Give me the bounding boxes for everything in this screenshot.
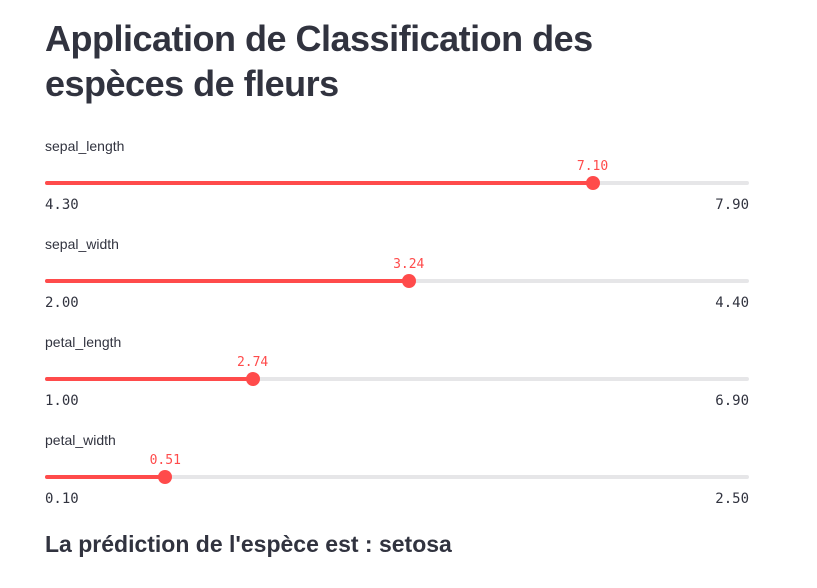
slider-max-label: 7.90 xyxy=(715,197,749,213)
slider-widget: 3.24 2.00 4.40 xyxy=(45,256,749,312)
slider-thumb[interactable] xyxy=(401,274,416,288)
slider-current-value: 2.74 xyxy=(236,355,269,370)
slider-label: petal_width xyxy=(45,432,116,448)
slider-widget: 0.51 0.10 2.50 xyxy=(45,452,749,508)
slider-petal-length: petal_length 2.74 1.00 6.90 xyxy=(45,334,749,410)
slider-track[interactable] xyxy=(45,274,749,288)
slider-max-label: 2.50 xyxy=(715,491,749,507)
slider-track[interactable] xyxy=(45,470,749,484)
slider-track[interactable] xyxy=(45,372,749,386)
slider-thumb[interactable] xyxy=(585,176,600,190)
slider-widget: 2.74 1.00 6.90 xyxy=(45,354,749,410)
slider-sepal-width: sepal_width 3.24 2.00 4.40 xyxy=(45,236,749,312)
slider-fill xyxy=(45,279,409,283)
slider-widget: 7.10 4.30 7.90 xyxy=(45,158,749,214)
slider-label: sepal_width xyxy=(45,236,119,252)
slider-label: petal_length xyxy=(45,334,122,350)
slider-max-label: 4.40 xyxy=(715,295,749,311)
slider-minmax-row: 0.10 2.50 xyxy=(45,490,749,508)
slider-label: sepal_length xyxy=(45,138,125,154)
slider-max-label: 6.90 xyxy=(715,393,749,409)
slider-minmax-row: 4.30 7.90 xyxy=(45,196,749,214)
slider-min-label: 4.30 xyxy=(45,197,79,213)
slider-minmax-row: 2.00 4.40 xyxy=(45,294,749,312)
slider-current-value: 7.10 xyxy=(576,159,609,174)
slider-min-label: 2.00 xyxy=(45,295,79,311)
slider-thumb[interactable] xyxy=(245,372,260,386)
prediction-text: La prédiction de l'espèce est : setosa xyxy=(45,531,452,557)
slider-thumb[interactable] xyxy=(158,470,173,484)
slider-fill xyxy=(45,377,253,381)
slider-petal-width: petal_width 0.51 0.10 2.50 xyxy=(45,432,749,508)
slider-track[interactable] xyxy=(45,176,749,190)
app-page: Application de Classification des espèce… xyxy=(45,18,749,557)
slider-current-value: 3.24 xyxy=(393,257,425,272)
page-title: Application de Classification des espèce… xyxy=(45,18,593,104)
slider-min-label: 0.10 xyxy=(45,491,79,507)
slider-current-value: 0.51 xyxy=(149,453,181,468)
slider-sepal-length: sepal_length 7.10 4.30 7.90 xyxy=(45,138,749,214)
slider-minmax-row: 1.00 6.90 xyxy=(45,392,749,410)
slider-min-label: 1.00 xyxy=(45,393,79,409)
slider-fill xyxy=(45,181,593,185)
slider-fill xyxy=(45,475,166,479)
